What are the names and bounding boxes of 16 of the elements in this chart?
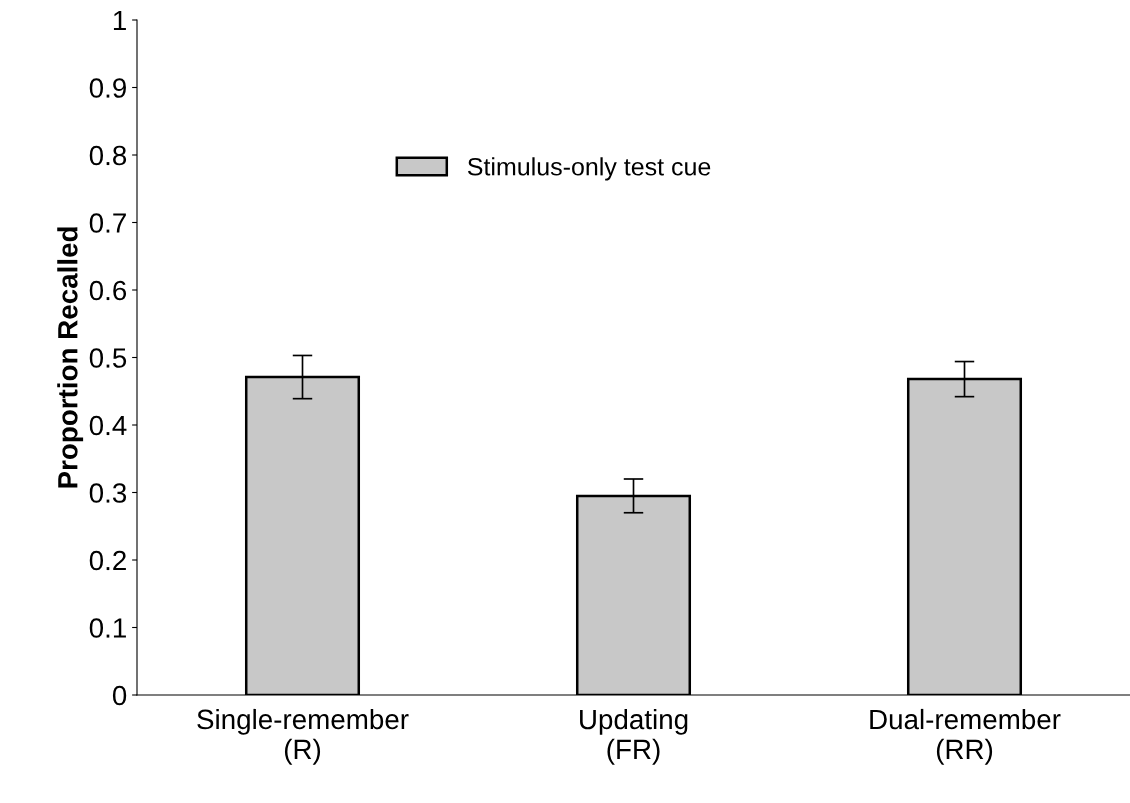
y-tick-label: 0.8 bbox=[89, 145, 127, 166]
y-tick-label: 0.4 bbox=[89, 415, 127, 436]
x-tick-label: Dual-remember (RR) bbox=[870, 708, 1061, 765]
x-tick-label: Updating (FR) bbox=[580, 708, 688, 765]
y-tick-label: 0 bbox=[112, 685, 127, 706]
y-tick-label: 0.5 bbox=[89, 348, 127, 368]
y-tick-label: 1 bbox=[113, 10, 126, 31]
y-tick-label: 0.3 bbox=[89, 483, 127, 503]
y-tick-label: 0.9 bbox=[89, 78, 126, 98]
y-tick-label: 0.1 bbox=[89, 618, 126, 638]
y-tick-label: 0.6 bbox=[89, 280, 127, 301]
legend-label: Stimulus-only test cue bbox=[467, 157, 711, 181]
y-tick-label: 0.2 bbox=[89, 550, 126, 571]
y-tick-label: 0.7 bbox=[89, 213, 126, 233]
y-axis-title: Proportion Recalled bbox=[57, 227, 84, 488]
x-tick-label: Single-remember (R) bbox=[197, 708, 409, 765]
